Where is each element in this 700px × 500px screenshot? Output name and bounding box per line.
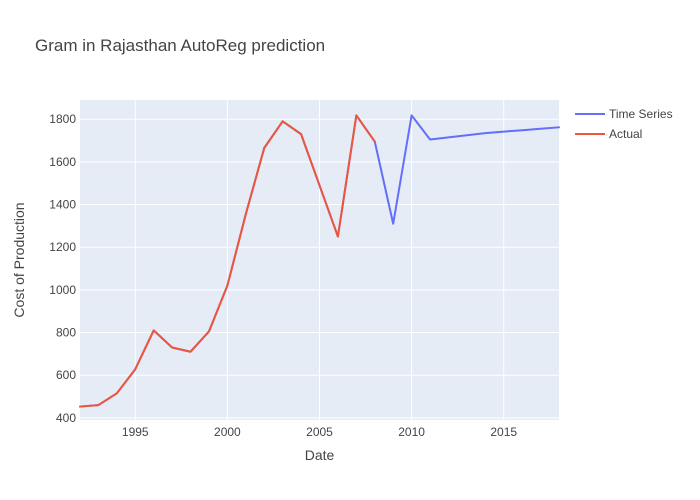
y-tick-labels: 400 600 800 1000 1200 1400 1600 1800 bbox=[49, 112, 76, 425]
y-tick-label-400: 400 bbox=[56, 411, 76, 425]
y-tick-label-800: 800 bbox=[56, 326, 76, 340]
x-tick-label-2005: 2005 bbox=[306, 425, 333, 439]
y-tick-label-1000: 1000 bbox=[49, 283, 76, 297]
legend[interactable]: Time Series Actual bbox=[575, 107, 673, 141]
chart-title: Gram in Rajasthan AutoReg prediction bbox=[35, 36, 325, 55]
x-tick-label-1995: 1995 bbox=[122, 425, 149, 439]
y-gridlines bbox=[80, 118, 559, 419]
x-tick-label-2015: 2015 bbox=[490, 425, 517, 439]
legend-label: Time Series bbox=[609, 107, 673, 121]
y-tick-label-1600: 1600 bbox=[49, 155, 76, 169]
legend-label: Actual bbox=[609, 127, 642, 141]
legend-item-actual[interactable]: Actual bbox=[575, 127, 642, 141]
x-tick-label-2010: 2010 bbox=[398, 425, 425, 439]
x-tick-label-2000: 2000 bbox=[214, 425, 241, 439]
y-tick-label-1400: 1400 bbox=[49, 198, 76, 212]
x-axis-title: Date bbox=[305, 447, 335, 463]
series-line-actual bbox=[79, 114, 376, 408]
y-axis-title: Cost of Production bbox=[11, 202, 27, 317]
x-tick-labels: 1995 2000 2005 2010 2015 bbox=[122, 425, 517, 439]
y-tick-label-1800: 1800 bbox=[49, 112, 76, 126]
x-gridlines bbox=[134, 100, 505, 420]
series-layer bbox=[79, 114, 560, 408]
legend-item-time-series[interactable]: Time Series bbox=[575, 107, 673, 121]
y-tick-label-1200: 1200 bbox=[49, 240, 76, 254]
y-tick-label-600: 600 bbox=[56, 368, 76, 382]
